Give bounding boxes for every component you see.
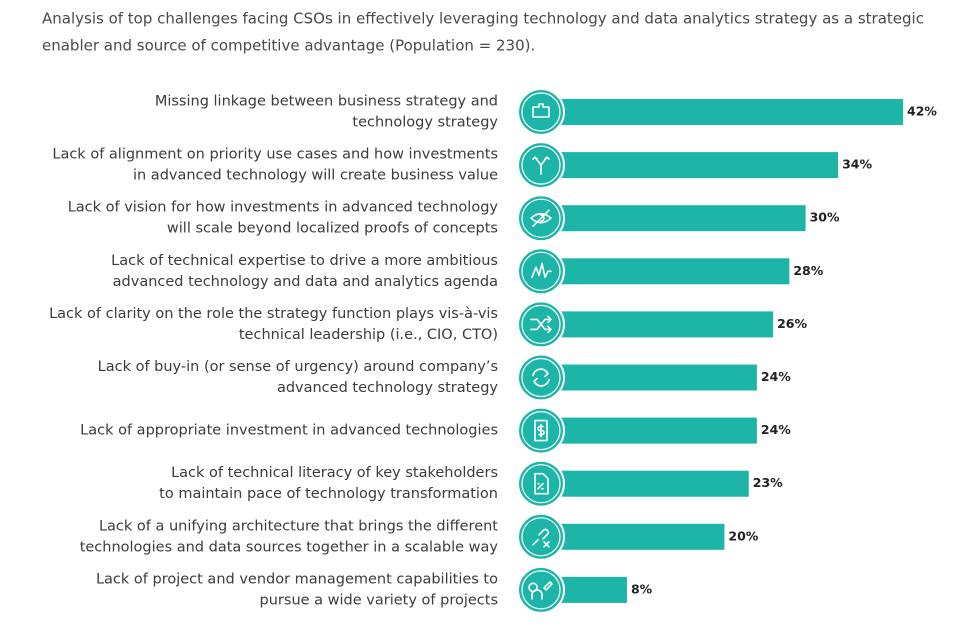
value-label: 34% bbox=[842, 157, 872, 172]
icon bbox=[532, 103, 550, 118]
icon bbox=[531, 262, 552, 279]
category-label: pursue a wide variety of projects bbox=[260, 592, 498, 608]
bar bbox=[541, 470, 749, 497]
icon-circle bbox=[517, 512, 565, 561]
value-label: 28% bbox=[793, 263, 823, 278]
icon bbox=[528, 581, 553, 600]
value-label: 24% bbox=[761, 422, 791, 437]
value-label: 30% bbox=[810, 210, 840, 225]
icon-ring bbox=[521, 145, 561, 185]
icon-ring bbox=[521, 570, 561, 610]
category-label: Lack of technical expertise to drive a m… bbox=[111, 253, 498, 269]
category-label: technologies and data sources together i… bbox=[80, 539, 499, 555]
icon-ring bbox=[521, 92, 561, 132]
icon-ring bbox=[521, 251, 561, 291]
category-label: Lack of buy-in (or sense of urgency) aro… bbox=[98, 359, 498, 375]
bar bbox=[541, 364, 757, 391]
bar bbox=[541, 523, 725, 550]
icon bbox=[532, 528, 550, 548]
icon bbox=[530, 315, 552, 334]
category-label: Lack of appropriate investment in advanc… bbox=[80, 423, 498, 439]
icon-circle bbox=[517, 247, 565, 296]
bar bbox=[541, 152, 839, 179]
icon-circle bbox=[517, 459, 565, 508]
value-label: 42% bbox=[907, 104, 937, 119]
value-label: 26% bbox=[777, 316, 807, 331]
value-label: 8% bbox=[631, 581, 653, 596]
icon bbox=[532, 368, 550, 387]
icon-circle bbox=[517, 353, 565, 402]
category-label: technology strategy bbox=[352, 115, 498, 131]
category-label: Missing linkage between business strateg… bbox=[155, 94, 498, 110]
icon bbox=[534, 472, 549, 495]
category-label: Lack of clarity on the role the strategy… bbox=[49, 306, 498, 322]
icon bbox=[530, 209, 552, 227]
category-label: advanced technology strategy bbox=[277, 380, 498, 396]
icon-circle bbox=[517, 565, 565, 614]
icon-ring bbox=[521, 411, 561, 451]
category-label: Lack of project and vendor management ca… bbox=[96, 571, 498, 587]
bar bbox=[541, 311, 774, 338]
value-label: 20% bbox=[728, 528, 758, 543]
icon-circle bbox=[517, 88, 565, 136]
category-label: in advanced technology will create busin… bbox=[133, 168, 498, 184]
icon bbox=[532, 156, 550, 175]
chart-title: Analysis of top challenges facing CSOs i… bbox=[42, 10, 924, 28]
category-label: to maintain pace of technology transform… bbox=[159, 486, 498, 502]
icon-ring bbox=[521, 517, 561, 557]
value-label: 24% bbox=[761, 369, 791, 384]
category-label: Lack of alignment on priority use cases … bbox=[52, 147, 498, 163]
bar bbox=[541, 205, 806, 232]
category-label: technical leadership (i.e., CIO, CTO) bbox=[239, 327, 498, 343]
category-label: Lack of vision for how investments in ad… bbox=[68, 200, 499, 216]
category-label: Lack of a unifying architecture that bri… bbox=[99, 518, 498, 534]
category-label: advanced technology and data and analyti… bbox=[113, 274, 498, 290]
icon-ring bbox=[521, 464, 561, 504]
value-label: 23% bbox=[753, 475, 783, 490]
bar bbox=[541, 99, 904, 125]
icon-ring bbox=[521, 357, 561, 398]
icon bbox=[534, 419, 548, 442]
icon-ring bbox=[521, 304, 561, 344]
category-label: Lack of technical literacy of key stakeh… bbox=[171, 465, 498, 481]
chart-title: enabler and source of competitive advant… bbox=[42, 37, 535, 55]
bar bbox=[541, 258, 790, 285]
category-label: will scale beyond localized proofs of co… bbox=[167, 221, 498, 237]
bar bbox=[541, 417, 757, 444]
icon-ring bbox=[521, 198, 561, 238]
